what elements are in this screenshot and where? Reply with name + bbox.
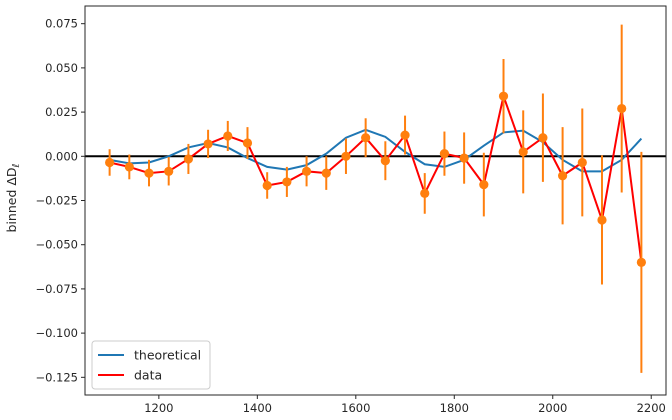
data-point — [301, 166, 312, 176]
data-point — [164, 166, 174, 176]
y-tick-label: −0.075 — [35, 282, 78, 296]
y-tick-label: 0.075 — [45, 17, 78, 31]
legend: theoretical data — [91, 340, 211, 390]
axes-frame — [84, 5, 667, 396]
x-tick-label: 1200 — [144, 401, 173, 415]
series-theoretical-line — [109, 128, 643, 173]
data-point — [597, 215, 607, 225]
x-tick-label: 2200 — [637, 401, 666, 415]
data-point — [144, 168, 154, 178]
y-tick-label: 0.025 — [45, 105, 78, 119]
y-tick-label: 0.000 — [45, 149, 78, 163]
data-point — [361, 133, 371, 143]
x-tick-label: 1800 — [440, 401, 469, 415]
data-point — [498, 91, 509, 101]
data-point — [400, 130, 410, 140]
data-point — [538, 133, 548, 143]
data-point — [183, 154, 193, 164]
data-point — [577, 157, 587, 168]
y-tick-label: −0.050 — [35, 238, 78, 252]
x-tick-label: 1600 — [341, 401, 370, 415]
data-point — [203, 139, 213, 149]
y-tick-label: −0.125 — [35, 370, 78, 384]
data-point — [518, 147, 528, 157]
data-point — [105, 157, 115, 168]
data-point — [459, 153, 469, 163]
legend-box — [91, 340, 211, 390]
data-point — [558, 171, 568, 181]
data-point — [420, 188, 430, 199]
plot-area — [85, 24, 666, 373]
data-point — [223, 131, 233, 141]
y-axis-label: binned ΔDℓ — [4, 163, 22, 232]
data-point — [439, 149, 450, 159]
x-tick-label: 2000 — [538, 401, 567, 415]
y-tick-label: −0.100 — [35, 326, 78, 340]
data-point — [242, 138, 253, 148]
y-tick-label: −0.025 — [35, 194, 78, 208]
data-point — [479, 179, 489, 190]
x-tick-label: 1400 — [243, 401, 272, 415]
y-tick-label: 0.050 — [45, 61, 78, 75]
data-point — [262, 180, 272, 191]
legend-label-data: data — [134, 368, 162, 383]
data-point — [282, 177, 292, 187]
data-point — [380, 156, 390, 166]
data-point — [636, 257, 646, 267]
data-point — [124, 162, 134, 172]
data-point — [617, 103, 627, 114]
data-point — [341, 151, 351, 161]
axis-ticks: 1200 1400 1600 1800 2000 2200 −0.125 −0.100 −0.0… — [35, 5, 667, 415]
data-point — [321, 168, 331, 178]
series-data-line — [109, 92, 643, 263]
legend-label-theoretical: theoretical — [134, 348, 201, 363]
